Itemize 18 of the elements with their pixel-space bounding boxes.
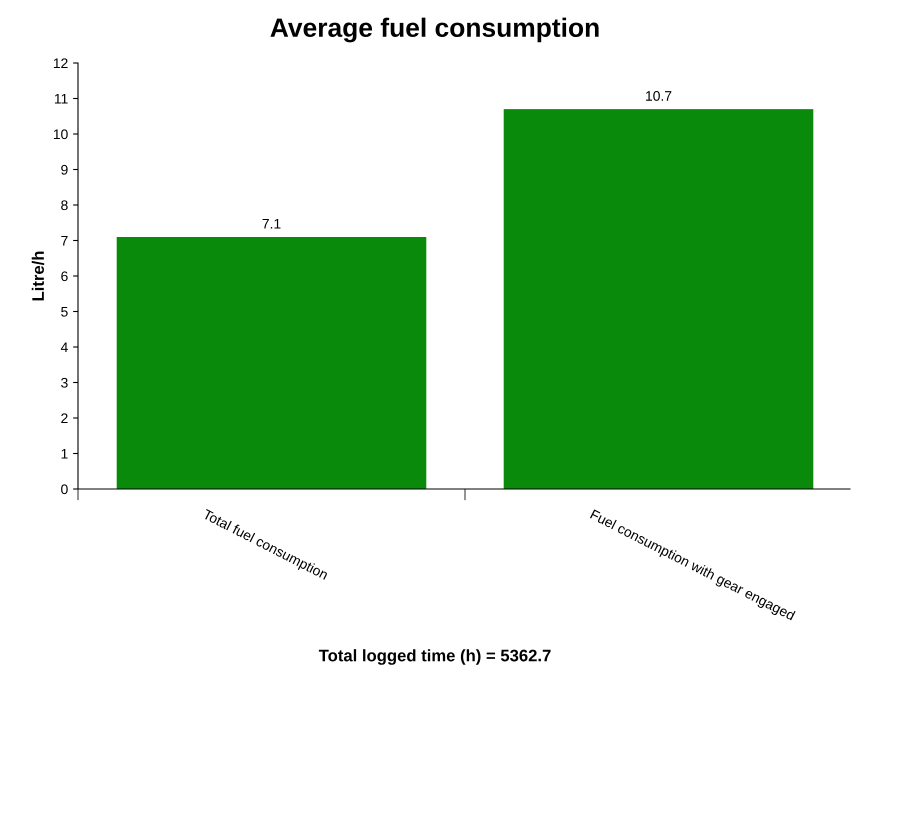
y-tick-label: 8	[61, 200, 68, 210]
y-tick-label: 1	[62, 448, 68, 459]
y-tick-label: 10	[54, 129, 68, 140]
y-tick-label: 12	[54, 58, 68, 68]
y-axis-title: Litre/h	[32, 252, 44, 300]
y-tick-label: 9	[61, 164, 68, 175]
data-label: 7.1	[262, 218, 280, 229]
text: Total logged time (h) = 5362.7	[318, 649, 551, 665]
data-label: 10.7	[646, 91, 672, 101]
y-tick-label: 2	[61, 413, 68, 424]
y-tick-label: 3	[61, 378, 68, 388]
y-tick-label: 4	[60, 342, 68, 352]
y-tick-label: 11	[54, 94, 68, 104]
y-tick-label: 0	[61, 484, 68, 494]
y-tick-label: 5	[61, 306, 68, 317]
y-tick-label: 7	[61, 236, 68, 246]
y-tick-label: 6	[61, 271, 68, 282]
chart-title: Average fuel consumption	[270, 18, 599, 42]
